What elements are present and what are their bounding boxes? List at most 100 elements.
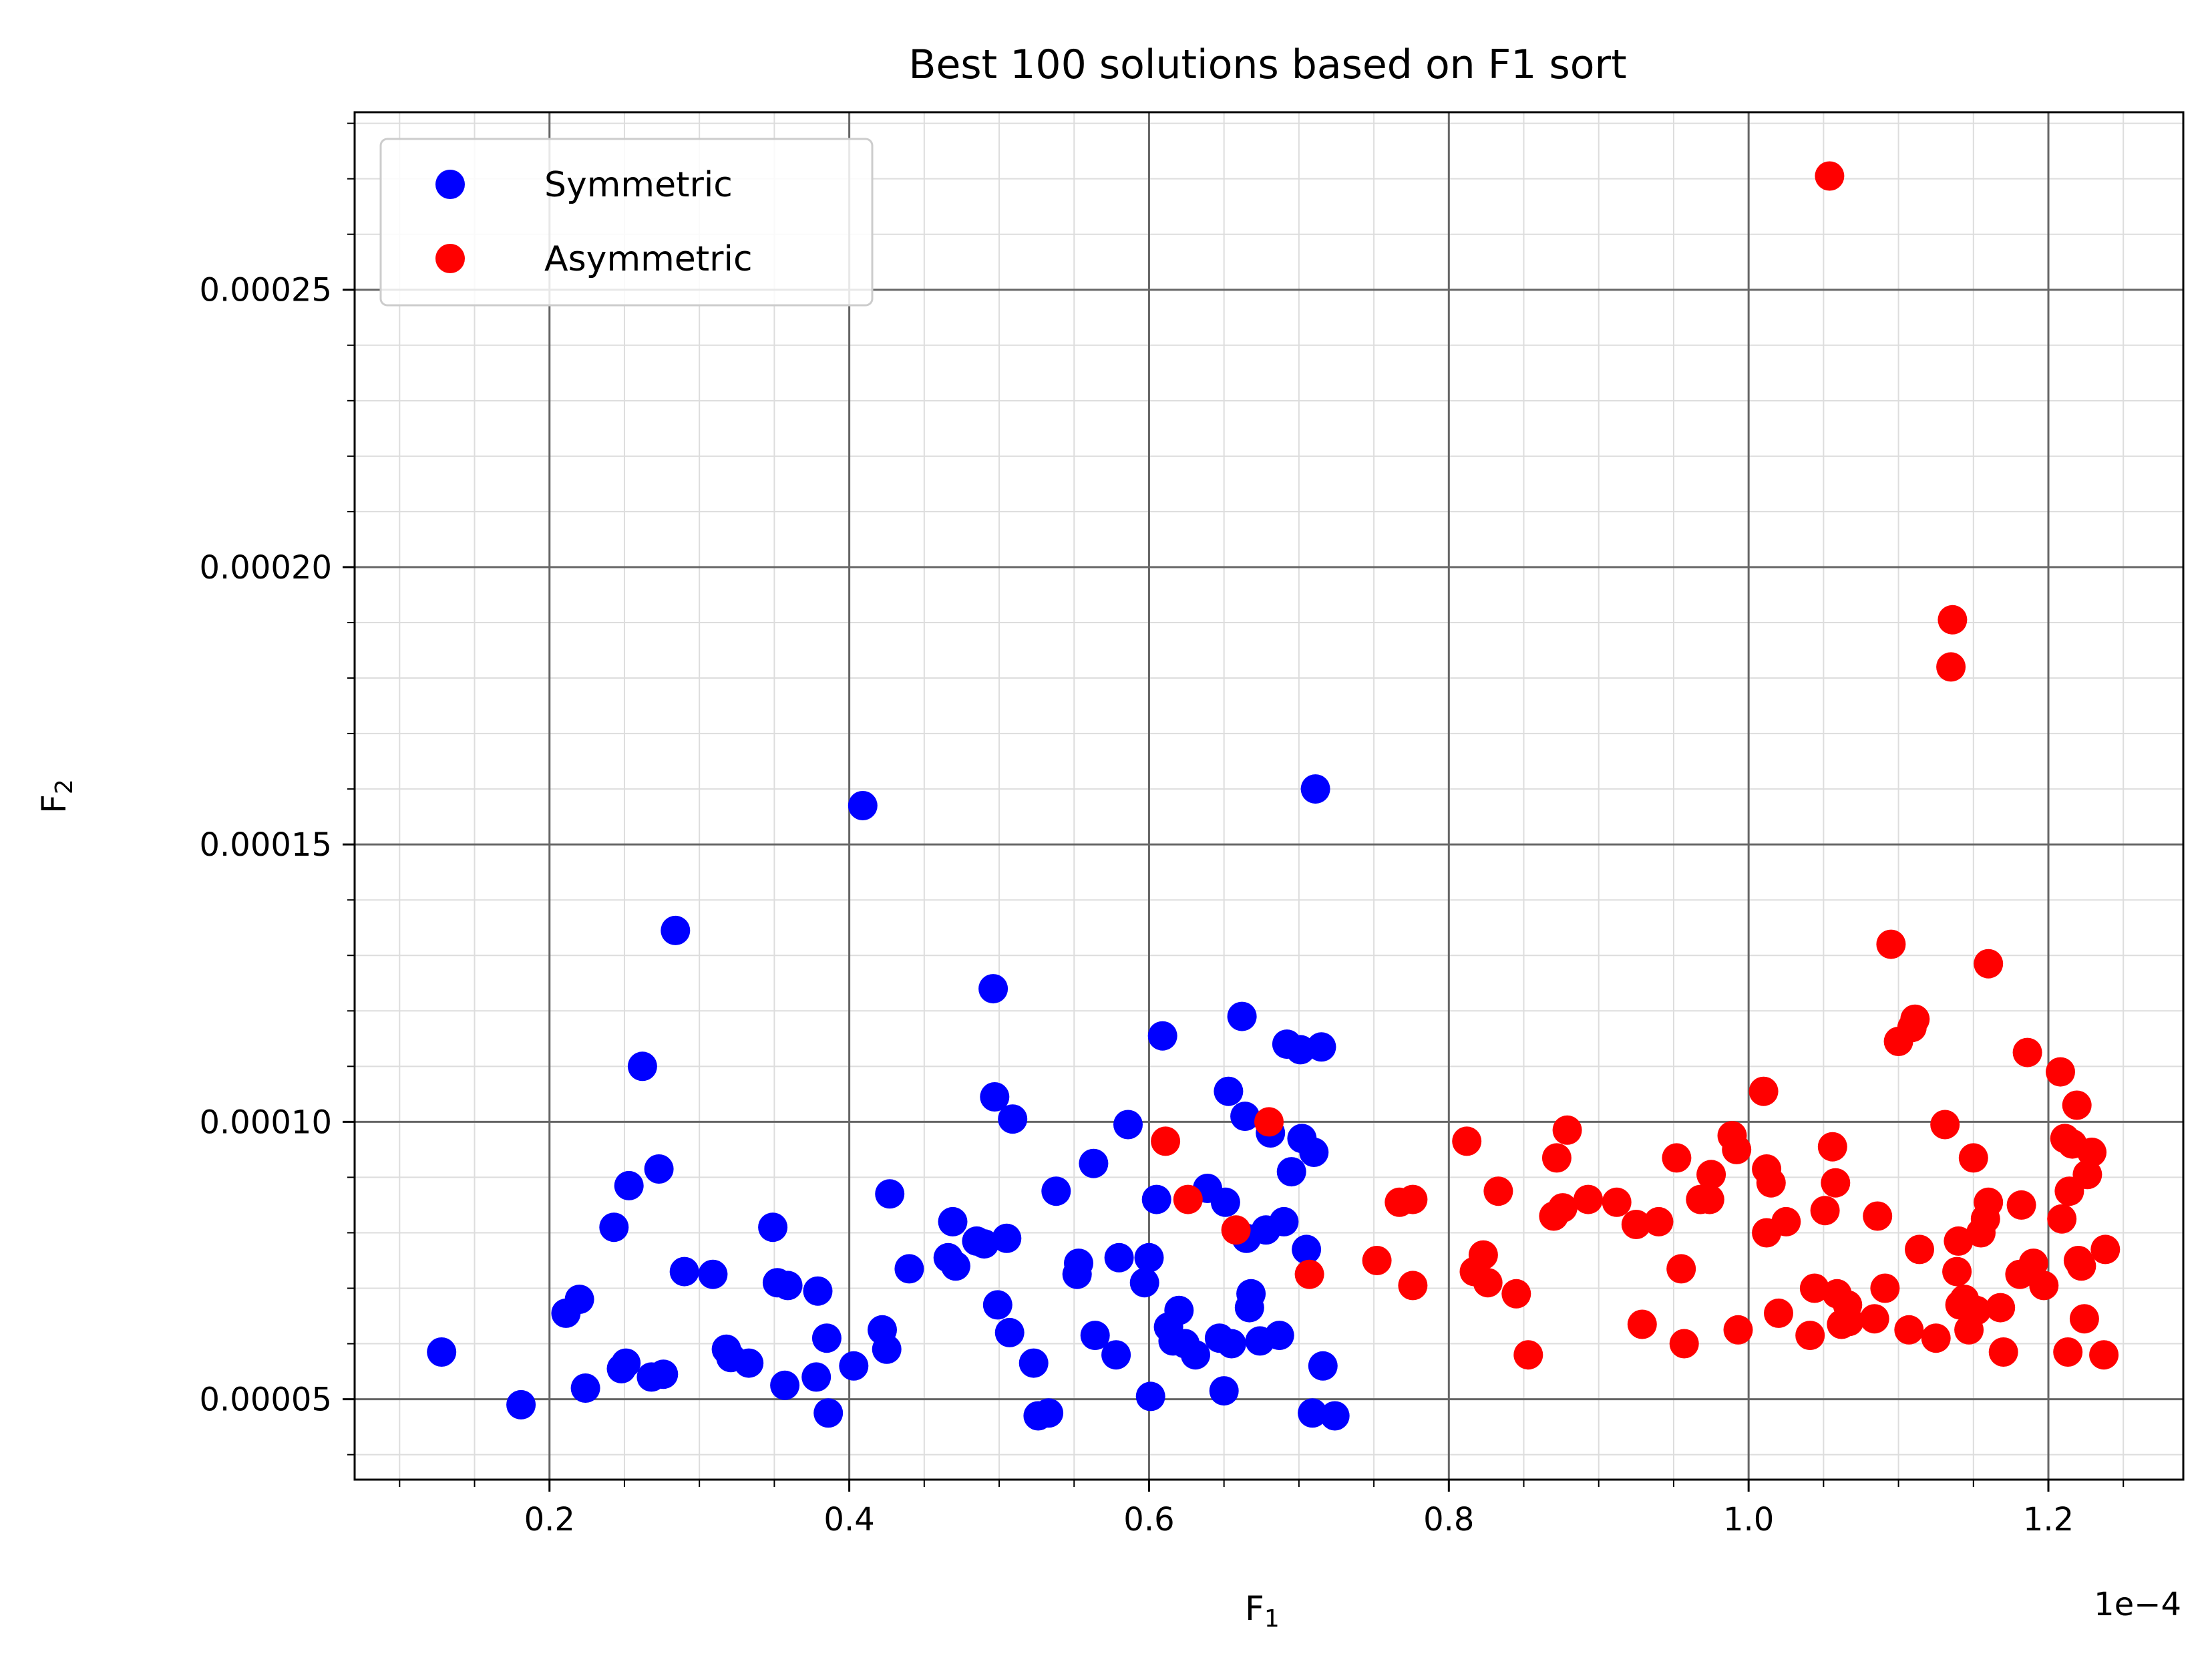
data-point-asymmetric (1552, 1115, 1582, 1145)
x-tick-label: 1.2 (2023, 1501, 2074, 1538)
y-tick-label: 0.00005 (200, 1381, 333, 1419)
data-point-asymmetric (1513, 1340, 1543, 1370)
legend-marker-symmetric (435, 170, 465, 199)
data-point-symmetric (848, 791, 878, 820)
y-tick-label: 0.00015 (200, 826, 333, 864)
data-point-symmetric (698, 1259, 728, 1289)
data-point-asymmetric (2072, 1160, 2102, 1190)
data-point-asymmetric (1621, 1210, 1651, 1239)
data-point-asymmetric (1974, 949, 2004, 979)
legend-label-asymmetric: Asymmetric (544, 239, 753, 279)
data-point-symmetric (758, 1212, 788, 1242)
data-point-asymmetric (2069, 1304, 2099, 1334)
data-point-asymmetric (1958, 1143, 1988, 1173)
data-point-symmetric (940, 1251, 970, 1281)
data-point-symmetric (1298, 1398, 1328, 1428)
data-point-symmetric (894, 1254, 924, 1284)
data-point-symmetric (427, 1337, 457, 1367)
data-point-symmetric (1134, 1242, 1164, 1273)
data-point-symmetric (1236, 1279, 1266, 1309)
data-point-symmetric (998, 1104, 1028, 1134)
data-point-symmetric (1300, 774, 1330, 804)
data-point-asymmetric (1795, 1321, 1825, 1351)
data-point-symmetric (1269, 1206, 1299, 1236)
data-point-symmetric (1308, 1351, 1338, 1381)
data-point-asymmetric (1696, 1160, 1726, 1190)
data-point-symmetric (1320, 1401, 1350, 1431)
data-point-symmetric (813, 1398, 844, 1428)
series-asymmetric (1151, 161, 2121, 1370)
data-point-symmetric (1264, 1321, 1294, 1351)
data-point-asymmetric (1723, 1315, 1753, 1345)
axis-ticks (343, 122, 2125, 1492)
data-point-asymmetric (1722, 1134, 1752, 1164)
data-point-asymmetric (1870, 1273, 1900, 1303)
data-point-asymmetric (1815, 161, 1845, 191)
plot-area (355, 112, 2183, 1480)
data-point-asymmetric (1669, 1329, 1699, 1359)
data-point-symmetric (734, 1348, 764, 1378)
data-point-symmetric (564, 1285, 594, 1315)
data-point-asymmetric (1894, 1315, 1924, 1345)
data-point-symmetric (773, 1271, 803, 1301)
data-point-asymmetric (1666, 1254, 1696, 1284)
data-point-asymmetric (1921, 1323, 1951, 1353)
data-point-asymmetric (1662, 1143, 1692, 1173)
y-axis-label: F2 (35, 779, 78, 814)
legend: Symmetric Asymmetric (379, 138, 874, 307)
x-axis-label-subscript: 1 (1264, 1605, 1280, 1633)
data-point-asymmetric (1468, 1240, 1498, 1270)
y-tick-label: 0.00010 (200, 1104, 333, 1141)
data-point-asymmetric (1398, 1184, 1428, 1214)
data-point-symmetric (872, 1334, 902, 1364)
data-point-symmetric (875, 1179, 905, 1209)
data-point-asymmetric (1799, 1273, 1829, 1303)
data-point-symmetric (644, 1154, 674, 1184)
data-point-asymmetric (1362, 1246, 1392, 1275)
y-tick-label: 0.00020 (200, 549, 333, 587)
data-point-asymmetric (2029, 1271, 2059, 1301)
data-point-symmetric (811, 1323, 842, 1353)
data-point-symmetric (1104, 1242, 1134, 1273)
data-point-asymmetric (1771, 1206, 1801, 1236)
data-point-asymmetric (2053, 1337, 2083, 1367)
data-point-symmetric (1276, 1157, 1306, 1187)
data-point-asymmetric (1938, 605, 1968, 635)
data-point-symmetric (938, 1206, 968, 1236)
data-point-asymmetric (1694, 1184, 1724, 1214)
data-point-asymmetric (1905, 1234, 1934, 1265)
data-point-symmetric (614, 1170, 644, 1200)
data-point-asymmetric (2018, 1249, 2048, 1279)
data-point-symmetric (627, 1051, 657, 1081)
data-point-asymmetric (1821, 1168, 1851, 1198)
data-point-asymmetric (1764, 1298, 1793, 1328)
data-point-symmetric (770, 1370, 800, 1400)
data-point-asymmetric (2090, 1234, 2121, 1265)
data-point-symmetric (1227, 1001, 1257, 1031)
data-point-symmetric (661, 915, 691, 945)
data-point-asymmetric (1863, 1201, 1893, 1231)
data-points (427, 161, 2121, 1431)
data-point-asymmetric (1962, 1295, 1992, 1325)
data-point-asymmetric (1988, 1337, 2018, 1367)
series-symmetric (427, 774, 1350, 1431)
data-point-asymmetric (1817, 1132, 1847, 1162)
data-point-asymmetric (1876, 929, 1906, 959)
data-point-symmetric (599, 1212, 629, 1242)
data-point-symmetric (611, 1348, 641, 1378)
data-point-symmetric (1214, 1076, 1244, 1106)
data-point-asymmetric (1398, 1271, 1428, 1301)
data-point-symmetric (1209, 1376, 1239, 1406)
data-point-asymmetric (1834, 1307, 1864, 1337)
data-point-asymmetric (2046, 1057, 2075, 1087)
data-point-symmetric (1019, 1348, 1049, 1378)
data-point-symmetric (1034, 1398, 1064, 1428)
data-point-asymmetric (1930, 1110, 1960, 1140)
plot-frame (353, 111, 2185, 1481)
data-point-asymmetric (2006, 1190, 2036, 1220)
data-point-symmetric (803, 1276, 833, 1306)
x-tick-label: 0.4 (823, 1501, 874, 1538)
data-point-asymmetric (1473, 1268, 1503, 1298)
chart-title: Best 100 solutions based on F1 sort (908, 41, 1626, 88)
data-point-asymmetric (1452, 1126, 1482, 1156)
